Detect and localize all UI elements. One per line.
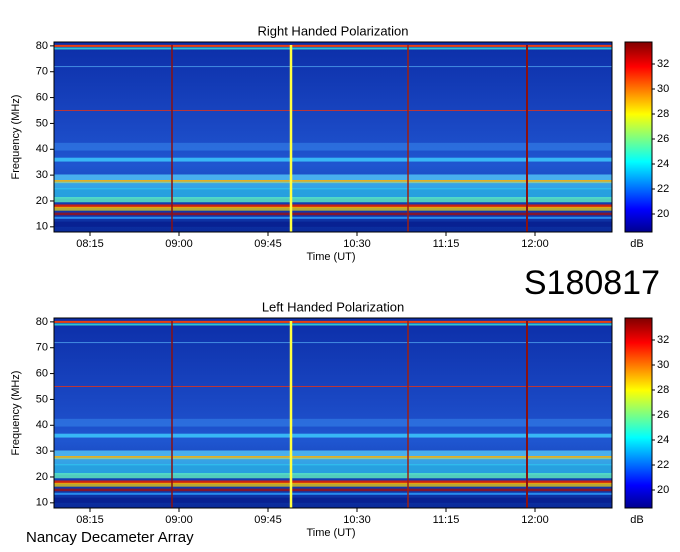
spectrogram-band [54,323,612,326]
colorbar-tick-label: 32 [657,58,669,70]
spectrogram-band [54,181,612,190]
colorbar-tick-label: 24 [657,434,669,446]
spectrogram-band [54,480,612,484]
x-tick-label: 11:15 [433,514,460,526]
y-tick-label: 70 [36,66,48,78]
colorbar-tick-label: 22 [657,459,669,471]
y-tick-label: 50 [36,117,48,129]
spectrogram-band [54,320,612,323]
x-tick-label: 08:15 [76,238,104,250]
y-tick-label: 70 [36,342,48,354]
spectrogram-band [54,197,612,203]
spectrogram-band [54,464,612,475]
spectrogram-band [54,482,612,487]
spectrogram-band [54,206,612,211]
spectrogram-band [54,66,612,68]
spectrogram-band [54,109,612,112]
y-tick-label: 20 [36,471,48,483]
x-tick-label: 10:30 [343,238,371,250]
colorbar-label: dB [630,514,643,526]
spectrogram-band [54,418,612,427]
colorbar-label: dB [630,238,643,250]
y-tick-label: 20 [36,195,48,207]
spectrogram-band [54,473,612,479]
spectrogram-band [54,385,612,388]
spectrogram-band [54,488,612,492]
spectrogram-band [54,180,612,184]
x-tick-label: 09:00 [165,238,193,250]
colorbar-tick-label: 30 [657,83,669,95]
spectrogram-band [54,450,612,457]
spectrogram-band [54,188,612,199]
y-tick-label: 50 [36,393,48,405]
chart-title: Left Handed Polarization [262,299,404,314]
date-code: S180817 [524,264,660,302]
y-tick-label: 10 [36,221,48,233]
x-axis-label: Time (UT) [306,527,355,539]
plot-frame [53,41,613,233]
spectrogram-band [54,433,612,438]
spectrogram-band [54,216,612,219]
spectrogram-band [54,342,612,344]
spectrogram-band [54,204,612,208]
colorbar-tick-label: 24 [657,158,669,170]
x-tick-label: 11:15 [433,238,460,250]
colorbar-tick-label: 26 [657,409,669,421]
y-tick-label: 40 [36,419,48,431]
colorbar-tick-label: 20 [657,484,669,496]
x-tick-label: 09:45 [254,238,282,250]
x-tick-label: 09:00 [165,514,193,526]
spectrogram [54,42,612,232]
spectrogram-band [54,44,612,47]
y-tick-label: 60 [36,91,48,103]
spectrogram-band [54,221,612,227]
spectrogram-band [54,47,612,50]
colorbar [624,317,653,509]
spectrogram-band [54,457,612,466]
y-tick-label: 40 [36,143,48,155]
colorbar-tick-label: 22 [657,183,669,195]
colorbar-tick-label: 28 [657,108,669,120]
x-tick-label: 12:00 [521,514,549,526]
colorbar-tick-label: 30 [657,359,669,371]
colorbar-tick-label: 32 [657,334,669,346]
plot-frame [53,317,613,509]
spectrogram-band [54,174,612,181]
y-tick-label: 80 [36,316,48,328]
y-axis-label: Frequency (MHz) [10,371,22,456]
x-tick-label: 08:15 [76,514,104,526]
x-tick-label: 09:45 [254,514,282,526]
y-tick-label: 30 [36,445,48,457]
x-tick-label: 12:00 [521,238,549,250]
source-label: Nancay Decameter Array [26,529,194,546]
spectrogram-band [54,212,612,216]
y-tick-label: 30 [36,169,48,181]
colorbar-tick-label: 28 [657,384,669,396]
spectrogram [54,318,612,508]
chart-title: Right Handed Polarization [257,23,408,38]
spectrogram-band [54,142,612,151]
x-axis-label: Time (UT) [306,251,355,263]
colorbar-tick-label: 20 [657,208,669,220]
y-tick-label: 80 [36,40,48,52]
colorbar-tick-label: 26 [657,133,669,145]
y-tick-label: 60 [36,367,48,379]
y-axis-label: Frequency (MHz) [10,95,22,180]
x-tick-label: 10:30 [343,514,371,526]
spectrogram-band [54,492,612,495]
colorbar [624,41,653,233]
y-tick-label: 10 [36,497,48,509]
spectrogram-band [54,497,612,503]
spectrogram-band [54,157,612,162]
